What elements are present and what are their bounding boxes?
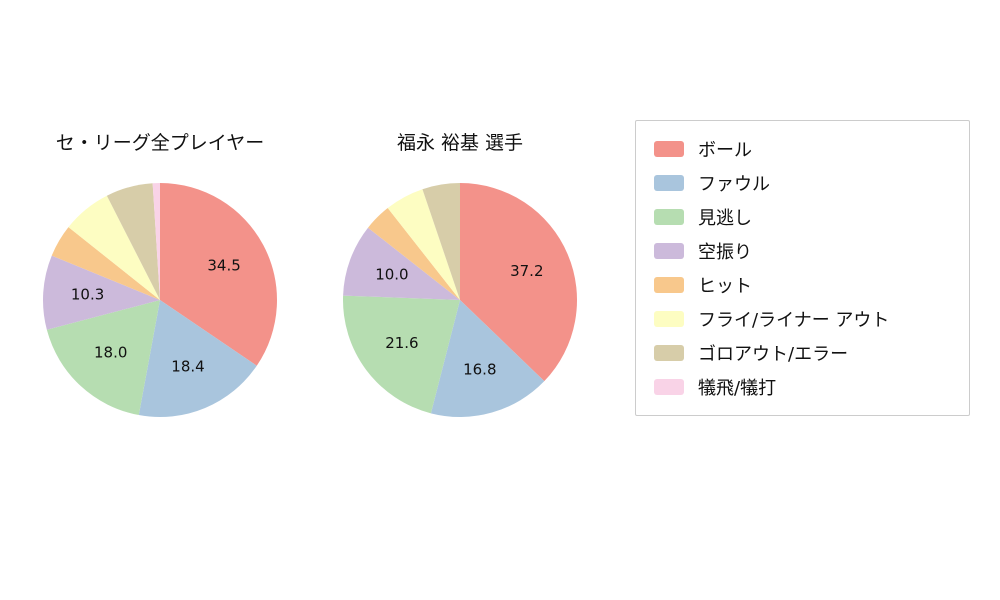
legend-item: フライ/ライナー アウト — [654, 303, 969, 335]
pie-slice — [343, 227, 460, 300]
pie-slice — [160, 183, 277, 366]
legend-item: ゴロアウト/エラー — [654, 337, 969, 369]
pie-slice — [422, 183, 460, 300]
right-chart-title: 福永 裕基 選手 — [396, 132, 524, 154]
legend-item: ヒット — [654, 269, 969, 301]
legend-item: 空振り — [654, 235, 969, 267]
pie-slice — [387, 189, 460, 300]
legend-label: フライ/ライナー アウト — [698, 310, 890, 331]
legend-swatch — [654, 345, 684, 361]
pie-slice — [46, 300, 160, 416]
legend-label: ヒット — [698, 276, 752, 297]
pie-value-label: 21.6 — [385, 334, 418, 352]
legend-swatch — [654, 209, 684, 225]
legend-swatch — [654, 277, 684, 293]
pie-value-label: 10.0 — [375, 266, 408, 284]
pie-slice — [368, 208, 460, 300]
pie-value-label: 10.3 — [71, 286, 104, 304]
pie-value-label: 34.5 — [207, 257, 240, 275]
pie-value-label: 16.8 — [463, 360, 496, 378]
legend-label: 犠飛/犠打 — [698, 378, 777, 399]
pie-value-label: 18.0 — [94, 344, 127, 362]
left-chart-title: セ・リーグ全プレイヤー — [55, 132, 265, 154]
legend-label: ゴロアウト/エラー — [698, 344, 849, 365]
legend-label: ファウル — [698, 174, 770, 195]
legend-item: 犠飛/犠打 — [654, 371, 969, 403]
pie-slice — [460, 183, 578, 382]
legend-item: ファウル — [654, 167, 969, 199]
pie-slice — [68, 195, 160, 300]
pie-value-label: 37.2 — [510, 262, 543, 280]
legend-swatch — [654, 141, 684, 157]
pie-slice — [51, 227, 160, 300]
legend-label: ボール — [698, 140, 752, 161]
legend-swatch — [654, 243, 684, 259]
legend-label: 空振り — [698, 242, 752, 263]
pie-slice — [138, 300, 257, 417]
legend: ボールファウル見逃し空振りヒットフライ/ライナー アウト ゴロアウト/エラー 犠飛/… — [635, 120, 970, 416]
pie-slice — [106, 183, 160, 300]
pie-value-label: 18.4 — [171, 357, 204, 375]
legend-swatch — [654, 379, 684, 395]
pie-chart-fukunaga-hiroki: 37.2 16.8 21.6 10.0 — [342, 183, 578, 417]
pie-slice — [152, 183, 160, 300]
legend-item: ボール — [654, 133, 969, 165]
pie-slice — [430, 300, 545, 417]
legend-item: 見逃し — [654, 201, 969, 233]
pie-slice — [342, 295, 460, 414]
legend-swatch — [654, 311, 684, 327]
legend-label: 見逃し — [698, 208, 752, 229]
pie-chart-league-all-players: 34.5 18.4 18.0 10.3 — [43, 183, 277, 417]
legend-swatch — [654, 175, 684, 191]
pie-slice — [43, 255, 160, 330]
